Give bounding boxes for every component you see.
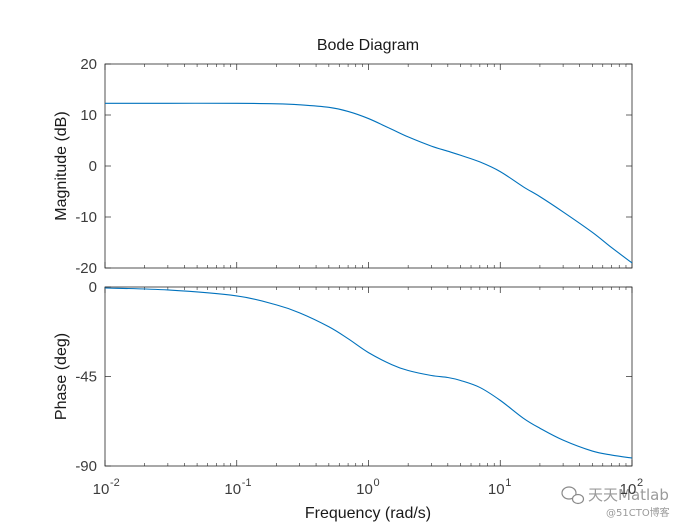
x-tick-base: 10: [224, 481, 241, 498]
wechat-icon: [561, 486, 585, 505]
magnitude-y-axis-label: Magnitude (dB): [53, 111, 70, 220]
y-tick-label: 0: [89, 158, 97, 175]
x-tick-label: 10 0: [356, 477, 379, 498]
y-tick-label: 0: [89, 279, 97, 296]
y-tick-label: -20: [75, 260, 97, 277]
x-tick-exponent: 1: [505, 477, 511, 489]
y-tick-label: 20: [80, 56, 97, 73]
y-tick-label: -10: [75, 209, 97, 226]
x-tick-base: 10: [620, 481, 637, 498]
chart-title: Bode Diagram: [317, 37, 419, 54]
x-tick-exponent: -2: [110, 477, 120, 489]
phase-axes-box: [104, 286, 633, 467]
y-tick-label: -90: [75, 458, 97, 475]
magnitude-axes-box: [104, 63, 633, 269]
x-tick-label: 10 -2: [93, 477, 120, 498]
magnitude-series-line: [104, 102, 633, 264]
x-tick-base: 10: [488, 481, 505, 498]
x-tick-base: 10: [356, 481, 373, 498]
watermark-line2: @51CTO博客: [606, 506, 670, 519]
y-tick-label: -45: [75, 369, 97, 386]
phase-y-axis-label: Phase (deg): [53, 333, 70, 420]
x-tick-label: 10 1: [488, 477, 511, 498]
x-tick-exponent: 0: [374, 477, 380, 489]
wechat-bubble-large: [561, 486, 577, 500]
watermark: 天天Matlab @51CTO博客: [561, 486, 670, 519]
x-tick-label: 10 -1: [224, 477, 251, 498]
x-tick-base: 10: [93, 481, 110, 498]
phase-panel: 0 -45 -90 Phase (deg): [53, 279, 633, 475]
wechat-bubble-small: [571, 493, 585, 505]
x-axis-label: Frequency (rad/s): [305, 505, 431, 522]
x-tick-exponent: -1: [242, 477, 252, 489]
y-tick-label: 10: [80, 107, 97, 124]
x-tick-label: 10 2: [620, 477, 643, 498]
magnitude-panel: 20 10 0 -10 -20 Magnitude (dB): [53, 56, 633, 277]
phase-series-line: [104, 287, 633, 459]
watermark-line1: 天天Matlab: [588, 486, 669, 504]
x-tick-exponent: 2: [637, 477, 643, 489]
